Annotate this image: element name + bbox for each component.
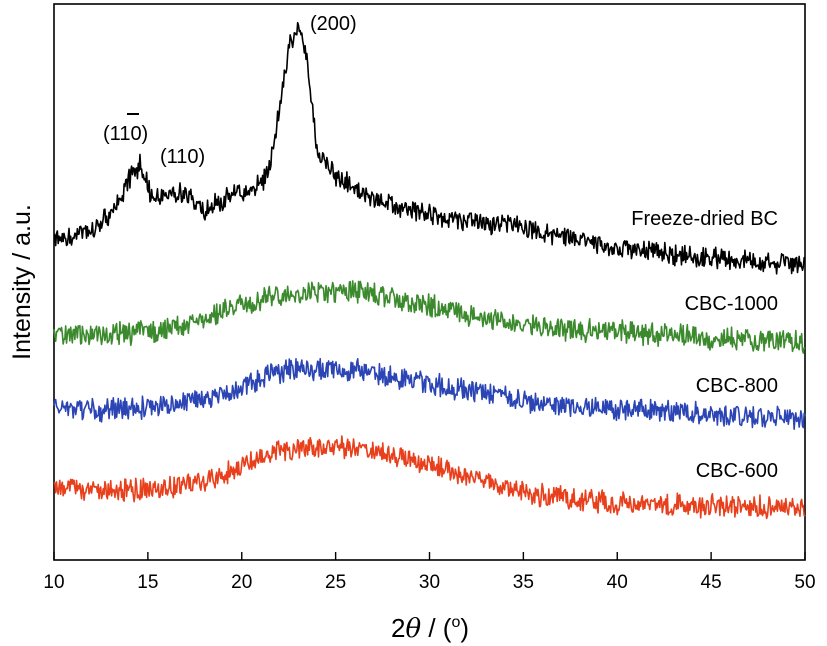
series-line-cbc-800 [53, 357, 806, 430]
peak-label-1-bar10: (110) [103, 123, 148, 145]
x-tick-label: 10 [43, 572, 64, 593]
peak-label-1-bar10-post: 0) [130, 123, 148, 145]
x-tick-label: 20 [231, 572, 252, 593]
x-axis-title-theta: θ [405, 614, 421, 644]
series-line-cbc-600 [53, 435, 806, 520]
x-tick-label: 40 [607, 572, 628, 593]
x-tick-label: 45 [701, 572, 722, 593]
x-axis-title-sup: o [451, 614, 460, 631]
x-tick-label: 25 [325, 572, 346, 593]
series-label-freeze-dried-bc: Freeze-dried BC [631, 208, 778, 230]
peak-label-110: (110) [160, 146, 205, 168]
x-tick-label: 15 [137, 572, 158, 593]
x-tick-label: 30 [419, 572, 440, 593]
series-label-cbc-600: CBC-600 [696, 460, 778, 482]
x-axis-title-pre: 2 [391, 613, 405, 643]
series-group [53, 21, 806, 520]
plot-frame [53, 3, 806, 561]
series-line-cbc-1000 [53, 280, 806, 354]
x-axis-title: 2θ / (o) [391, 613, 469, 644]
x-tick-label: 50 [794, 572, 815, 593]
peak-label-1-bar10-bar: 1 [119, 123, 130, 145]
x-axis-title-mid: / ( [421, 613, 452, 643]
peak-label-1-bar10-pre: (1 [103, 123, 121, 145]
x-axis-title-close: ) [460, 613, 469, 643]
series-line-freeze-dried-bc [53, 21, 806, 275]
series-label-cbc-800: CBC-800 [696, 375, 778, 397]
y-axis-title: Intensity / a.u. [8, 204, 36, 360]
peak-label-200: (200) [310, 13, 357, 35]
x-ticks: 10 15 20 25 30 35 40 45 50 [43, 552, 816, 593]
x-tick-label: 35 [513, 572, 534, 593]
series-label-cbc-1000: CBC-1000 [685, 293, 778, 315]
